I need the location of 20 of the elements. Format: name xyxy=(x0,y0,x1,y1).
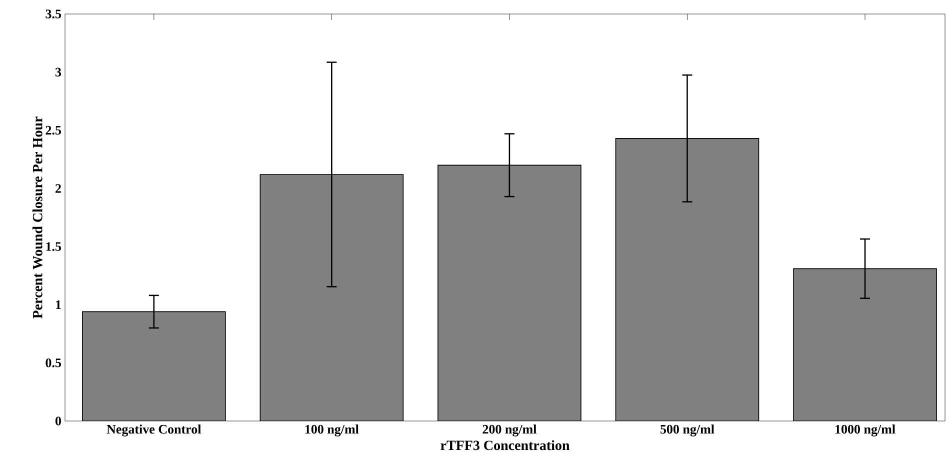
x-tick-label: 500 ng/ml xyxy=(660,424,714,436)
y-tick-label: 3 xyxy=(55,68,62,77)
y-tick-label: 0.5 xyxy=(46,358,62,368)
bar xyxy=(82,311,226,421)
y-tick-label: 1 xyxy=(56,300,61,310)
x-axis-title: rTFF3 Concentration xyxy=(440,440,570,450)
y-tick-label: 0 xyxy=(55,416,61,426)
y-tick-label: 1.5 xyxy=(46,242,62,251)
y-tick-label: 2 xyxy=(56,184,61,193)
bar xyxy=(260,174,404,421)
y-tick-label: 2.5 xyxy=(46,126,62,135)
x-tick-label: Negative Control xyxy=(106,424,202,436)
x-tick-label: 200 ng/ml xyxy=(482,424,536,436)
bar xyxy=(793,268,937,421)
x-tick-label: 1000 ng/ml xyxy=(836,424,896,436)
y-axis-title: Percent Wound Closure Per Hour xyxy=(32,116,42,318)
x-tick-label: 100 ng/ml xyxy=(305,424,359,436)
y-tick-label: 3.5 xyxy=(46,10,62,18)
bar xyxy=(615,138,760,421)
bar xyxy=(438,165,581,421)
